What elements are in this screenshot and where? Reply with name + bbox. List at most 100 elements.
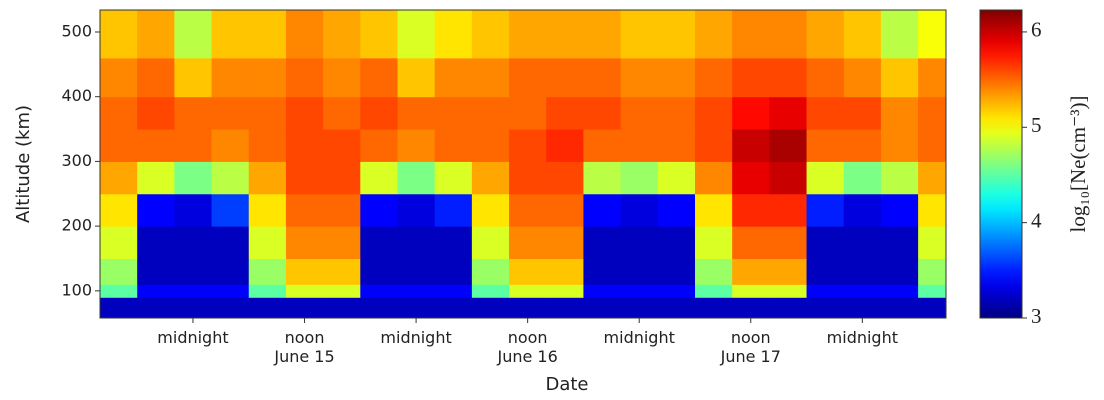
heatmap-cell — [620, 96, 659, 130]
heatmap-cell — [285, 297, 324, 319]
heatmap-cell — [657, 284, 696, 298]
heatmap-cell — [100, 96, 138, 130]
heatmap-cell — [397, 284, 436, 298]
heatmap-cell — [843, 258, 882, 285]
heatmap-cell — [434, 297, 473, 319]
heatmap-cell — [732, 96, 770, 130]
heatmap-cell — [137, 193, 175, 227]
heatmap-cell — [620, 284, 659, 298]
x-axis-label: Date — [545, 374, 588, 395]
heatmap-cell — [434, 193, 473, 227]
heatmap-cell — [843, 284, 882, 298]
heatmap-cell — [694, 258, 733, 285]
heatmap-cell — [434, 284, 473, 298]
heatmap-cell — [323, 57, 361, 98]
heatmap-cell — [657, 297, 696, 319]
heatmap-cell — [620, 193, 659, 227]
heatmap-cell — [434, 96, 473, 130]
heatmap-cell — [806, 129, 845, 162]
heatmap-cell — [694, 193, 733, 227]
heatmap-cell — [434, 57, 473, 98]
heatmap-cell — [509, 258, 547, 285]
heatmap-cell — [769, 57, 808, 98]
heatmap-cell — [137, 226, 175, 259]
heatmap-cell — [918, 129, 947, 162]
heatmap-cell — [174, 129, 213, 162]
heatmap-cell — [546, 297, 584, 319]
heatmap-cell — [285, 226, 324, 259]
y-tick-label: 500 — [61, 22, 92, 41]
heatmap-cell — [694, 129, 733, 162]
heatmap-cell — [694, 297, 733, 319]
x-tick-label: midnight — [380, 328, 451, 347]
heatmap-cell — [880, 193, 919, 227]
heatmap-cell — [806, 10, 845, 59]
heatmap-cell — [174, 57, 213, 98]
heatmap-cell — [285, 284, 324, 298]
heatmap-cell — [285, 161, 324, 195]
heatmap-cell — [323, 258, 361, 285]
x-tick-label: noon June 15 — [273, 328, 334, 366]
heatmap-cell — [397, 226, 436, 259]
heatmap-cell — [806, 284, 845, 298]
heatmap-cell — [174, 284, 213, 298]
heatmap-cell — [657, 258, 696, 285]
heatmap-cell — [397, 297, 436, 319]
heatmap-cell — [211, 297, 250, 319]
heatmap-cell — [323, 284, 361, 298]
heatmap-cell — [843, 161, 882, 195]
heatmap-cell — [732, 57, 770, 98]
heatmap-cell — [769, 129, 808, 162]
heatmap-cell — [137, 57, 175, 98]
heatmap-cell — [434, 161, 473, 195]
heatmap-cell — [211, 226, 250, 259]
heatmap-cell — [918, 96, 947, 130]
heatmap-cell — [100, 161, 138, 195]
heatmap-cell — [620, 258, 659, 285]
heatmap-cell — [843, 129, 882, 162]
heatmap-cell — [918, 193, 947, 227]
heatmap-cell — [880, 258, 919, 285]
heatmap-cell — [100, 297, 138, 319]
heatmap-cell — [471, 57, 510, 98]
heatmap-cell — [137, 258, 175, 285]
heatmap-cell — [620, 129, 659, 162]
heatmap-cell — [694, 10, 733, 59]
x-tick-label: noon June 17 — [720, 328, 781, 366]
heatmap-cell — [620, 297, 659, 319]
heatmap-cell — [546, 57, 584, 98]
heatmap-cell — [732, 161, 770, 195]
heatmap-cell — [174, 161, 213, 195]
heatmap-cell — [583, 258, 622, 285]
heatmap-cell — [509, 96, 547, 130]
heatmap-cell — [583, 161, 622, 195]
heatmap-cell — [434, 226, 473, 259]
heatmap-cell — [397, 57, 436, 98]
colorbar-tick-label: 5 — [1031, 113, 1042, 137]
heatmap-cell — [323, 193, 361, 227]
heatmap-cell — [583, 297, 622, 319]
heatmap-cell — [100, 193, 138, 227]
heatmap-cell — [509, 57, 547, 98]
heatmap-cell — [583, 193, 622, 227]
heatmap-cell — [360, 129, 398, 162]
heatmap-cell — [880, 129, 919, 162]
heatmap-cell — [843, 297, 882, 319]
heatmap-cell — [769, 10, 808, 59]
heatmap-cell — [137, 129, 175, 162]
colorbar-label: log₁₀[Ne(cm⁻³)] — [1066, 96, 1090, 233]
heatmap-cell — [657, 161, 696, 195]
heatmap-cell — [174, 193, 213, 227]
colorbar-tick-label: 4 — [1031, 208, 1042, 232]
heatmap-cell — [397, 161, 436, 195]
heatmap-cell — [323, 10, 361, 59]
heatmap-cell — [211, 193, 250, 227]
heatmap-cell — [248, 96, 287, 130]
heatmap-cell — [397, 193, 436, 227]
heatmap-cell — [471, 129, 510, 162]
heatmap-cell — [360, 284, 398, 298]
heatmap-cell — [806, 258, 845, 285]
heatmap-cell — [918, 297, 947, 319]
heatmap-cell — [880, 297, 919, 319]
heatmap-cell — [509, 284, 547, 298]
